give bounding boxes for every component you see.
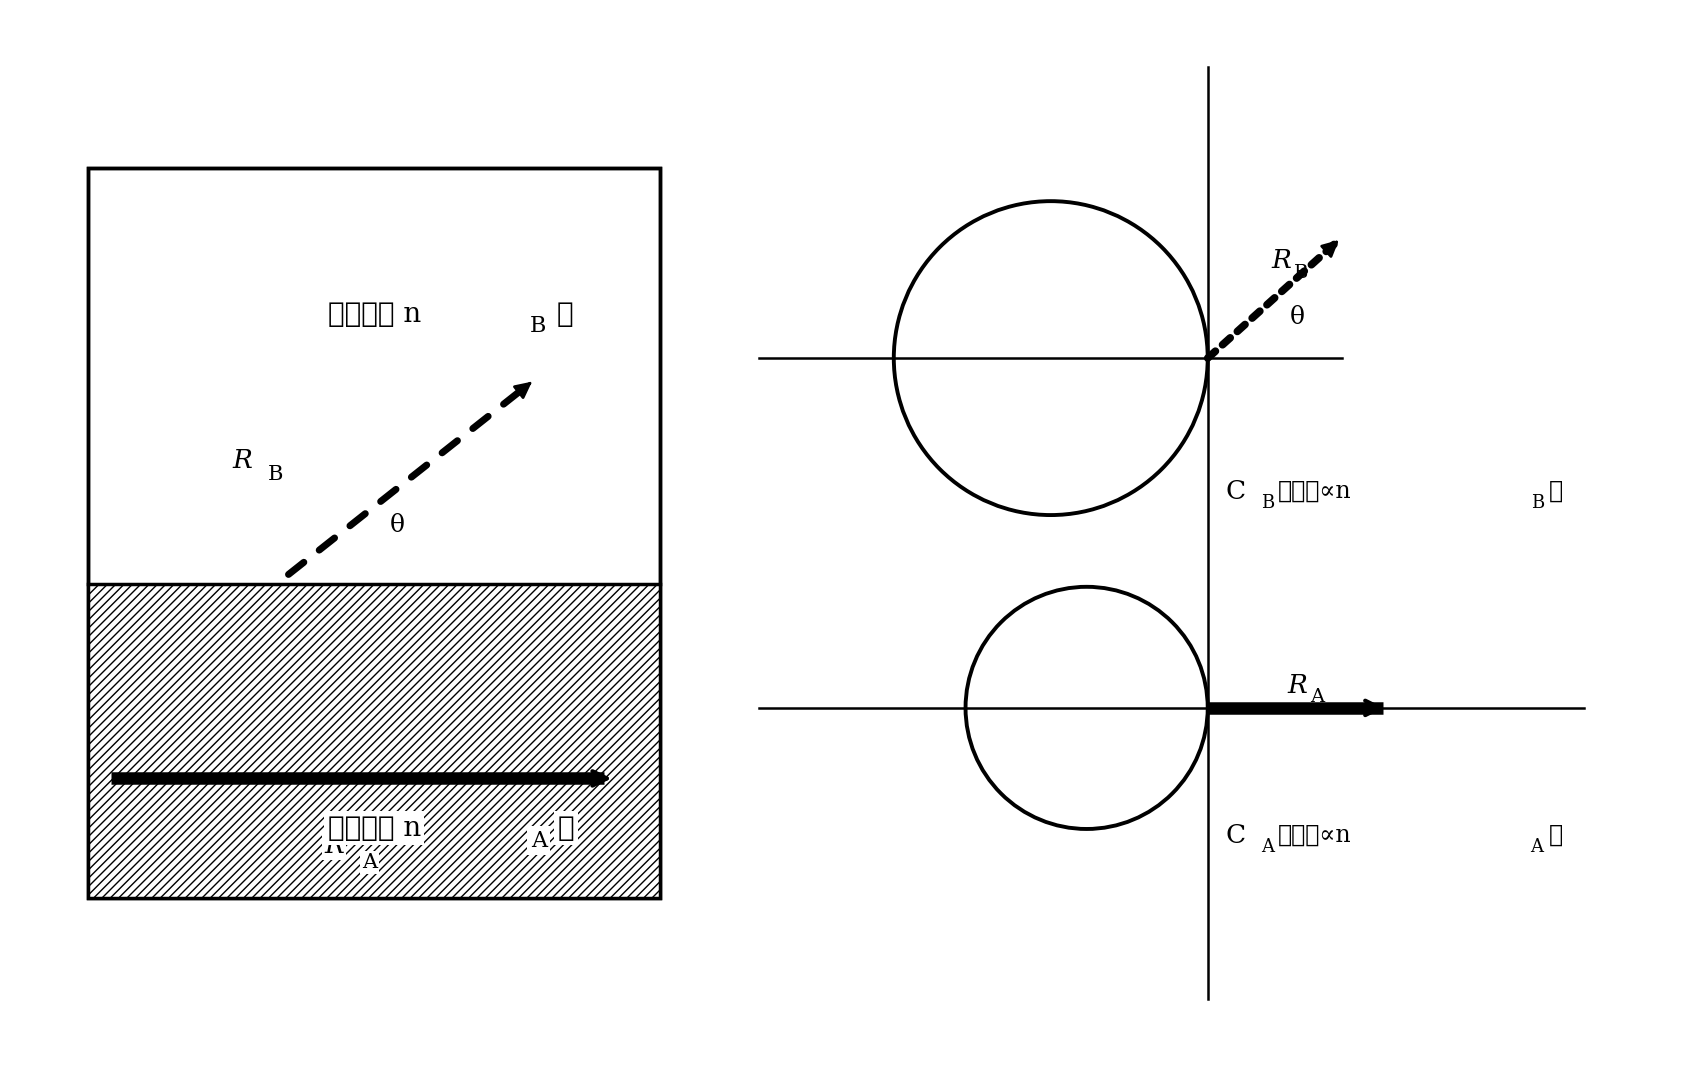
Text: A: A <box>1310 689 1323 706</box>
Text: B: B <box>1262 495 1274 512</box>
Text: ）: ） <box>1548 480 1563 503</box>
Text: （半径∝n: （半径∝n <box>1277 480 1351 503</box>
Text: B: B <box>267 465 282 484</box>
Text: ）: ） <box>558 814 575 842</box>
Text: （折射率 n: （折射率 n <box>328 301 420 327</box>
Bar <box>88 584 660 898</box>
Text: θ: θ <box>1289 306 1305 329</box>
Bar <box>88 168 660 898</box>
Text: A: A <box>1531 838 1543 856</box>
Text: ）: ） <box>1548 824 1563 846</box>
Text: （折射率 n: （折射率 n <box>328 814 420 842</box>
Text: A: A <box>1262 838 1274 856</box>
Text: B: B <box>1293 264 1308 282</box>
Text: R: R <box>325 834 344 858</box>
Text: ）: ） <box>556 301 573 327</box>
Bar <box>88 168 660 898</box>
Text: （半径∝n: （半径∝n <box>1277 824 1351 846</box>
Text: R: R <box>233 448 253 472</box>
Text: A: A <box>362 854 378 872</box>
Text: C: C <box>1226 479 1245 504</box>
Text: B: B <box>1531 495 1545 512</box>
Text: θ: θ <box>390 514 405 537</box>
Text: R: R <box>1271 248 1291 273</box>
Text: C: C <box>1226 823 1245 847</box>
Text: A: A <box>531 829 548 852</box>
Text: B: B <box>529 314 546 337</box>
Text: R: R <box>1288 673 1308 698</box>
